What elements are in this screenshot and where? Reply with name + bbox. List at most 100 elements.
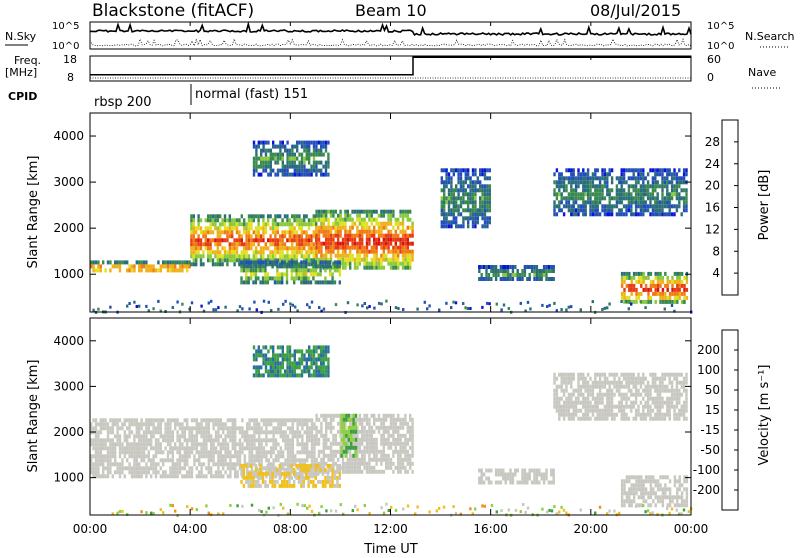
heatmap-cell <box>286 369 288 373</box>
heatmap-cell <box>193 222 195 226</box>
heatmap-cell <box>219 222 221 226</box>
heatmap-cell <box>310 361 312 365</box>
heatmap-cell <box>286 264 288 268</box>
heatmap-cell <box>248 454 250 458</box>
heatmap-cell <box>217 246 219 250</box>
heatmap-cell <box>262 480 264 484</box>
heatmap-cell <box>286 254 288 258</box>
heatmap-cell <box>136 462 138 466</box>
heatmap-cell <box>234 466 236 470</box>
heatmap-cell <box>308 418 310 422</box>
heatmap-cell <box>601 373 603 377</box>
heatmap-cell <box>277 450 279 454</box>
heatmap-cell <box>335 210 337 214</box>
heatmap-cell <box>568 196 570 200</box>
heatmap-cell <box>217 218 219 222</box>
heatmap-cell <box>320 353 322 357</box>
heatmap-cell <box>298 214 300 218</box>
heatmap-cell <box>241 450 243 454</box>
heatmap-cell <box>294 361 296 365</box>
heatmap-cell <box>563 377 565 381</box>
heatmap-cell <box>305 222 307 226</box>
heatmap-cell <box>628 192 630 196</box>
heatmap-cell <box>200 218 202 222</box>
heatmap-cell <box>356 418 358 422</box>
heatmap-cell <box>313 434 315 438</box>
heatmap-cell <box>628 176 630 180</box>
heatmap-cell <box>599 417 601 421</box>
heatmap-cell <box>320 141 322 145</box>
heatmap-cell <box>445 176 447 180</box>
heatmap-cell <box>119 474 121 478</box>
heatmap-cell <box>262 230 264 234</box>
heatmap-cell <box>512 473 514 477</box>
heatmap-cell <box>196 458 198 462</box>
heatmap-cell <box>315 210 317 214</box>
heatmap-cell <box>337 250 339 254</box>
heatmap-cell <box>315 214 317 218</box>
heatmap-cell <box>140 446 142 450</box>
heatmap-cell <box>395 262 397 266</box>
heatmap-cell <box>310 468 312 472</box>
heatmap-cell <box>467 192 469 196</box>
heatmap-cell <box>186 422 188 426</box>
heatmap-cell <box>580 192 582 196</box>
heatmap-cell <box>279 141 281 145</box>
heatmap-cell <box>611 401 613 405</box>
heatmap-cell <box>277 242 279 246</box>
nave-axis-bottom: 0 <box>707 71 714 84</box>
heatmap-cell <box>167 458 169 462</box>
heatmap-cell <box>245 242 247 246</box>
heatmap-cell <box>597 417 599 421</box>
heatmap-cell <box>568 377 570 381</box>
heatmap-cell <box>210 470 212 474</box>
heatmap-cell <box>625 401 627 405</box>
heatmap-cell <box>260 246 262 250</box>
heatmap-cell <box>217 234 219 238</box>
heatmap-cell <box>320 430 322 434</box>
heatmap-cell <box>676 296 678 300</box>
heatmap-cell <box>304 422 306 426</box>
heatmap-cell <box>305 276 307 280</box>
heatmap-cell <box>157 462 159 466</box>
heatmap-cell <box>407 438 409 442</box>
freq-traces <box>90 57 691 78</box>
heatmap-cell <box>262 345 264 349</box>
heatmap-cell <box>277 345 279 349</box>
heatmap-cell <box>556 212 558 216</box>
heatmap-cell <box>244 454 246 458</box>
heatmap-cell <box>409 226 411 230</box>
heatmap-cell <box>611 176 613 180</box>
heatmap-cell <box>371 458 373 462</box>
heatmap-cell <box>573 212 575 216</box>
heatmap-cell <box>313 426 315 430</box>
heatmap-cell <box>577 196 579 200</box>
heatmap-cell <box>310 349 312 353</box>
heatmap-cell <box>349 254 351 258</box>
heatmap-cell <box>631 284 633 288</box>
heatmap-cell <box>686 296 688 300</box>
heatmap-cell <box>460 176 462 180</box>
heatmap-cell <box>308 222 310 226</box>
heatmap-cell <box>649 200 651 204</box>
heatmap-cell <box>609 413 611 417</box>
heatmap-cell <box>450 196 452 200</box>
heatmap-cell <box>248 280 250 284</box>
heatmap-cell <box>337 214 339 218</box>
heatmap-cell <box>295 476 297 480</box>
heatmap-cell <box>226 254 228 258</box>
heatmap-cell <box>271 260 273 264</box>
heatmap-cell <box>260 446 262 450</box>
heatmap-cell <box>95 458 97 462</box>
heatmap-cell <box>625 381 627 385</box>
heatmap-cell <box>305 214 307 218</box>
heatmap-cell <box>481 212 483 216</box>
heatmap-cell <box>332 438 334 442</box>
heatmap-cell <box>281 218 283 222</box>
heatmap-cell <box>109 268 111 272</box>
heatmap-cell <box>311 458 313 462</box>
heatmap-cell <box>347 470 349 474</box>
heatmap-cell <box>217 474 219 478</box>
heatmap-cell <box>671 196 673 200</box>
heatmap-cell <box>323 226 325 230</box>
